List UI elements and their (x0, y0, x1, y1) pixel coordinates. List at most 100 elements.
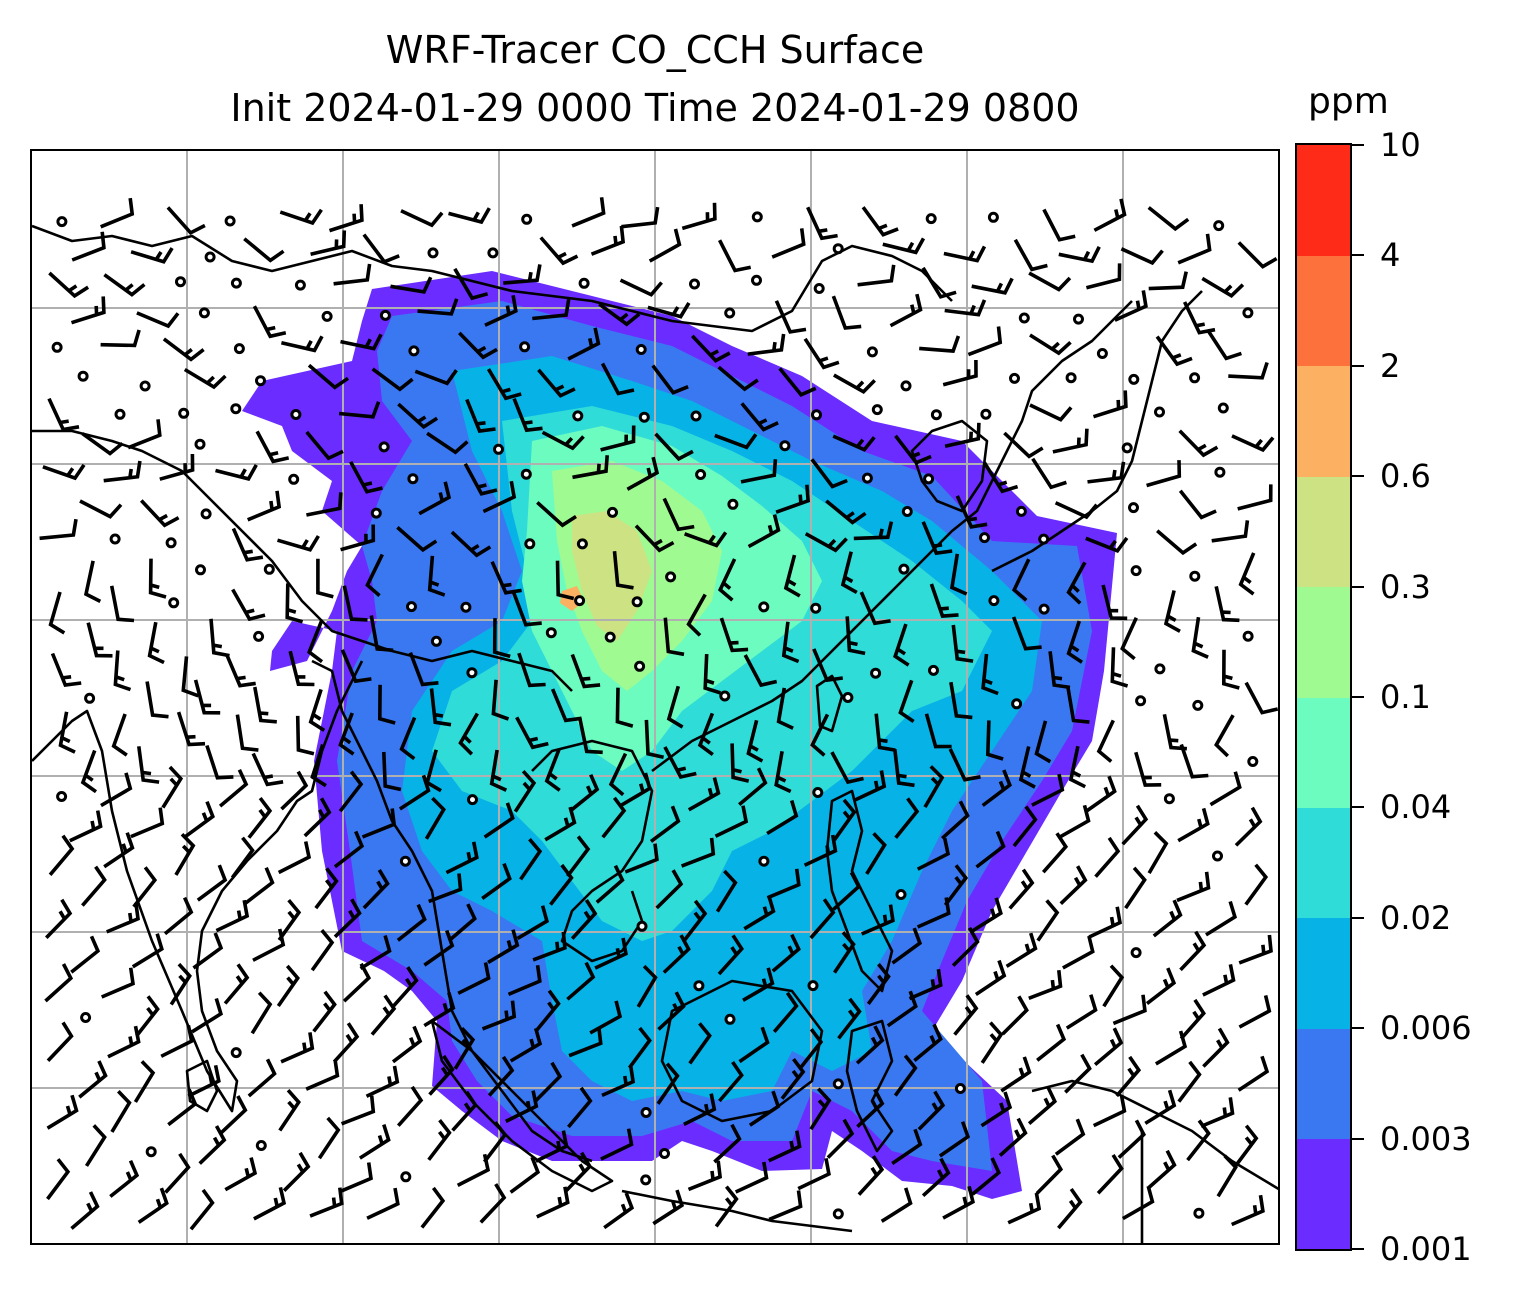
wind-barb (655, 869, 684, 910)
colorbar-tick-label: 0.6 (1380, 457, 1431, 496)
wind-barb (1179, 743, 1209, 779)
wind-barb (167, 1088, 198, 1127)
wind-barb (771, 933, 801, 973)
wind-barb (894, 797, 920, 839)
wind-barb (985, 720, 1004, 761)
wind-barb (1186, 1119, 1211, 1162)
calm-wind-circle (427, 247, 439, 259)
map-panel[interactable] (30, 149, 1280, 1245)
wind-barb (687, 777, 721, 812)
calm-wind-circle (638, 411, 650, 423)
wind-barb (1008, 868, 1035, 910)
wind-barb (338, 1162, 373, 1194)
wind-barb (132, 866, 158, 908)
colorbar-tick-label: 0.1 (1380, 678, 1431, 716)
wind-barb (279, 208, 323, 226)
wind-barb (657, 991, 686, 1031)
wind-barb (1144, 1089, 1177, 1125)
wind-barb (517, 652, 546, 688)
wind-barb (1117, 1119, 1147, 1159)
wind-barb (176, 711, 206, 747)
wind-barb (1152, 899, 1183, 938)
calm-wind-circle (198, 307, 210, 319)
wind-barb (1110, 647, 1129, 688)
calm-wind-circle (695, 469, 707, 480)
wind-barb (612, 551, 634, 590)
wind-barb (358, 1124, 391, 1160)
wind-barb (159, 453, 195, 481)
coastline-china (651, 300, 1133, 773)
wind-barb (192, 932, 224, 970)
calm-wind-circle (114, 408, 126, 420)
calm-wind-circle (1011, 698, 1023, 710)
wind-barb (484, 294, 518, 327)
wind-barb (100, 197, 135, 229)
colorbar-tick (1352, 475, 1364, 478)
wind-barb (1102, 964, 1125, 1008)
wind-barb (825, 499, 867, 525)
wind-barb (1031, 457, 1067, 490)
wind-barb (1035, 1154, 1064, 1195)
wind-barb (944, 299, 987, 317)
wind-barb (70, 1191, 100, 1230)
wind-barb (342, 585, 368, 622)
calm-wind-circle (813, 283, 825, 294)
wind-barb (79, 499, 123, 519)
wind-barb (215, 899, 250, 933)
wind-barb (106, 902, 140, 934)
wind-barb (570, 899, 598, 940)
calm-wind-circle (925, 213, 937, 225)
wind-barb (110, 1090, 132, 1133)
map-canvas[interactable] (32, 151, 1280, 1245)
wind-barb (803, 337, 840, 370)
colorbar-tick-label: 0.006 (1380, 1009, 1472, 1048)
wind-barb (481, 862, 512, 900)
wind-barb (1237, 241, 1278, 269)
calm-wind-circle (204, 251, 216, 263)
colorbar-tick-label: 10 (1380, 126, 1421, 164)
wind-barb (280, 770, 309, 811)
colorbar-tick (1352, 916, 1364, 919)
wind-barb (111, 713, 128, 757)
calm-wind-circle (255, 375, 266, 387)
wind-barb (340, 649, 372, 684)
calm-wind-circle (665, 571, 677, 583)
wind-barb (713, 1123, 742, 1164)
wind-barb (458, 712, 479, 756)
wind-barb (1031, 773, 1065, 807)
wind-barb (371, 367, 414, 392)
wind-barb (544, 806, 577, 842)
wind-barb (420, 1186, 446, 1229)
wind-barb (231, 527, 264, 562)
wind-barb (1087, 461, 1126, 484)
wind-barb (1011, 558, 1031, 602)
wind-barb (1085, 263, 1122, 290)
wind-barb (136, 311, 180, 329)
calm-wind-circle (928, 664, 939, 676)
wind-barb (1101, 584, 1128, 621)
wind-barb (832, 798, 857, 841)
wind-barb (81, 432, 124, 456)
wind-barb (662, 934, 691, 974)
calm-wind-circle (980, 408, 992, 420)
wind-barb (942, 1185, 975, 1220)
wind-barb (1066, 620, 1083, 664)
calm-wind-circle (842, 692, 854, 703)
calm-wind-circle (576, 538, 588, 550)
wind-barb (317, 1116, 341, 1160)
wind-barb (1182, 301, 1216, 335)
wind-barb (103, 460, 142, 483)
wind-barb (83, 560, 102, 604)
wind-barb (1147, 206, 1190, 232)
colorbar-tick (1352, 1137, 1364, 1140)
wind-barb (1234, 1124, 1259, 1167)
wind-barb (255, 430, 290, 464)
wind-barb (1005, 932, 1038, 968)
wind-barb (1000, 1056, 1032, 1093)
wind-barb (1001, 995, 1029, 1036)
calm-wind-circle (1065, 372, 1077, 384)
wind-barb (328, 204, 364, 233)
wind-barb (333, 898, 362, 939)
wind-barb (370, 994, 397, 1036)
map-title-line-1: WRF-Tracer CO_CCH Surface (385, 28, 925, 72)
